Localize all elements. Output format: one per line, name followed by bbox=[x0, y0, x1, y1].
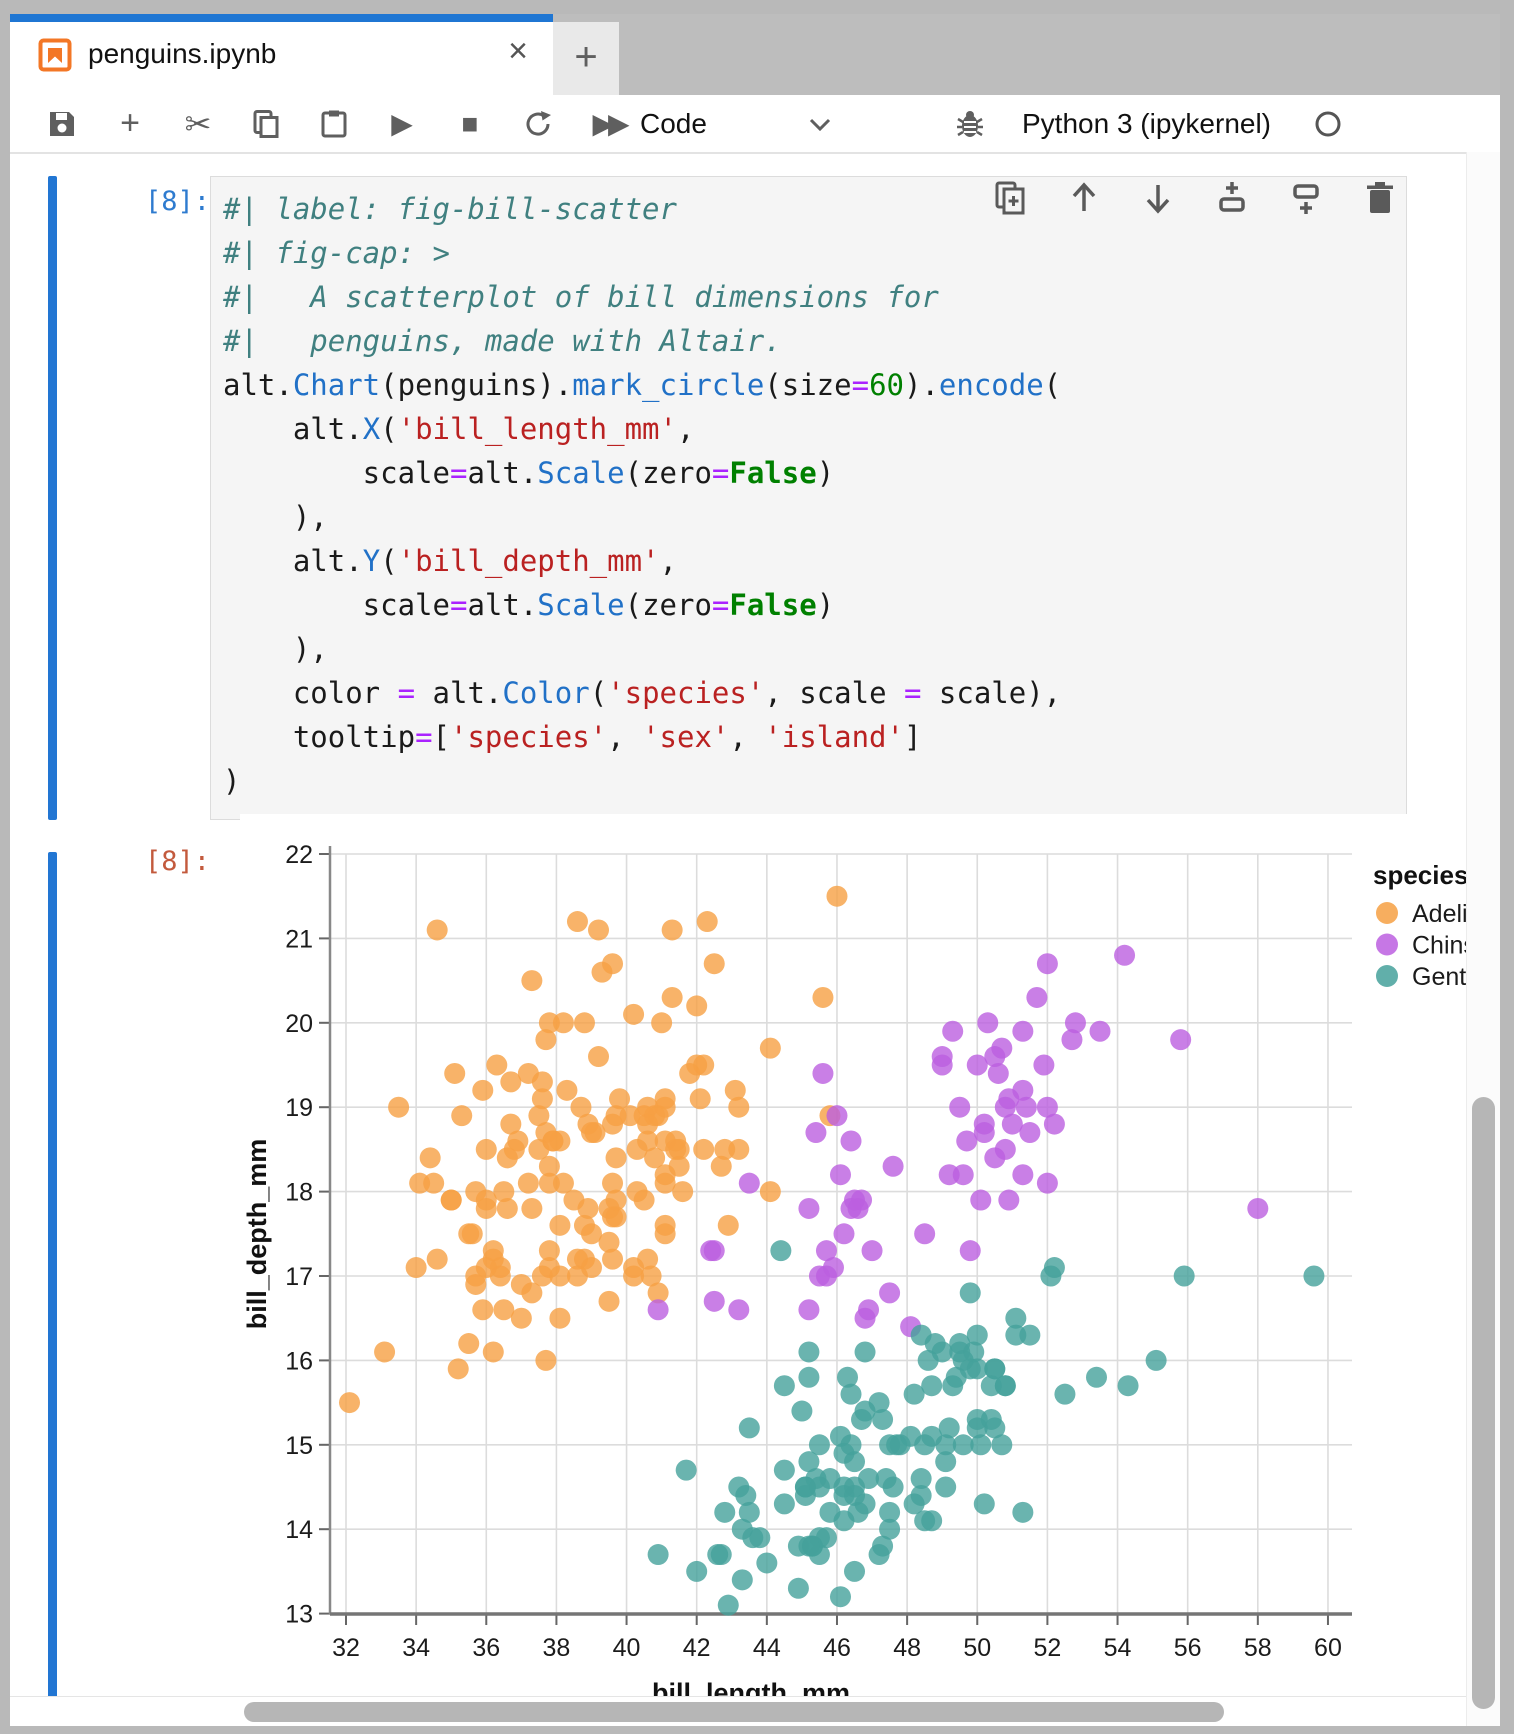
svg-text:17: 17 bbox=[285, 1263, 313, 1291]
svg-text:13: 13 bbox=[285, 1601, 313, 1629]
cut-icon[interactable]: ✂ bbox=[184, 105, 212, 142]
svg-text:19: 19 bbox=[285, 1094, 313, 1122]
tab-bar: penguins.ipynb × + bbox=[10, 14, 1500, 95]
duplicate-cell-icon[interactable] bbox=[992, 180, 1028, 216]
code-text: #| label: fig-bill-scatter #| fig-cap: > #… bbox=[223, 192, 1062, 798]
svg-text:58: 58 bbox=[1244, 1634, 1272, 1662]
svg-text:46: 46 bbox=[823, 1634, 851, 1662]
svg-text:34: 34 bbox=[402, 1634, 430, 1662]
stop-icon[interactable]: ■ bbox=[461, 107, 479, 139]
output-cell-collapser[interactable] bbox=[48, 852, 57, 1700]
svg-text:species: species bbox=[1373, 860, 1466, 890]
svg-text:52: 52 bbox=[1033, 1634, 1061, 1662]
notebook-toolbar: + ✂ ▶ ■ ▶▶ Code Python 3 (ipykernel) bbox=[10, 95, 1500, 154]
horizontal-scrollbar-thumb[interactable] bbox=[244, 1702, 1224, 1722]
scatter-chart[interactable]: 32 34 36 38 40 42 44 46 48 50 52 54 56 58 60 13 14 15 16 17… bbox=[240, 814, 1466, 1700]
svg-text:21: 21 bbox=[285, 925, 313, 953]
jupyterlab-window: penguins.ipynb × + + ✂ ▶ ■ ▶▶ Code Pytho… bbox=[10, 14, 1500, 1726]
move-down-icon[interactable] bbox=[1140, 180, 1176, 216]
svg-text:16: 16 bbox=[285, 1347, 313, 1375]
delete-cell-icon[interactable] bbox=[1362, 180, 1398, 216]
copy-icon[interactable] bbox=[246, 95, 286, 152]
code-cell-collapser[interactable] bbox=[48, 176, 57, 820]
dropdown-chevron-icon[interactable] bbox=[800, 95, 840, 152]
svg-text:14: 14 bbox=[285, 1516, 313, 1544]
svg-text:54: 54 bbox=[1104, 1634, 1132, 1662]
new-tab-button[interactable]: + bbox=[553, 22, 619, 95]
svg-text:Chinstrap: Chinstrap bbox=[1412, 932, 1466, 960]
restart-icon[interactable] bbox=[518, 95, 558, 152]
notebook-panel: [8]: #| label: fig-bill-scatter #| fig-ca… bbox=[10, 154, 1466, 1700]
save-icon[interactable] bbox=[42, 95, 82, 152]
run-icon[interactable]: ▶ bbox=[391, 108, 413, 139]
svg-text:42: 42 bbox=[683, 1634, 711, 1662]
svg-text:40: 40 bbox=[613, 1634, 641, 1662]
output-area: 32 34 36 38 40 42 44 46 48 50 52 54 56 58 60 13 14 15 16 17… bbox=[240, 814, 1466, 1700]
kernel-status-circle-icon[interactable] bbox=[1308, 95, 1348, 152]
svg-text:Gentoo: Gentoo bbox=[1412, 963, 1466, 991]
svg-text:bill_depth_mm: bill_depth_mm bbox=[242, 1139, 272, 1330]
svg-text:36: 36 bbox=[472, 1634, 500, 1662]
svg-text:56: 56 bbox=[1174, 1634, 1202, 1662]
insert-above-icon[interactable] bbox=[1214, 180, 1250, 216]
svg-text:44: 44 bbox=[753, 1634, 781, 1662]
svg-text:38: 38 bbox=[543, 1634, 571, 1662]
svg-text:60: 60 bbox=[1314, 1634, 1342, 1662]
add-cell-icon[interactable]: + bbox=[120, 104, 140, 142]
paste-icon[interactable] bbox=[314, 95, 354, 152]
horizontal-scrollbar[interactable] bbox=[10, 1696, 1466, 1726]
svg-text:20: 20 bbox=[285, 1010, 313, 1038]
svg-text:18: 18 bbox=[285, 1179, 313, 1207]
output-prompt: [8]: bbox=[144, 846, 210, 877]
svg-text:50: 50 bbox=[963, 1634, 991, 1662]
debugger-bug-icon[interactable] bbox=[950, 95, 990, 152]
svg-text:32: 32 bbox=[332, 1634, 360, 1662]
kernel-name[interactable]: Python 3 (ipykernel) bbox=[1022, 108, 1272, 139]
vertical-scrollbar-thumb[interactable] bbox=[1472, 1097, 1495, 1709]
vertical-scrollbar[interactable] bbox=[1466, 152, 1500, 1726]
svg-text:15: 15 bbox=[285, 1432, 313, 1460]
notebook-icon bbox=[38, 38, 72, 77]
svg-text:22: 22 bbox=[285, 841, 313, 869]
tab-title: penguins.ipynb bbox=[88, 38, 277, 69]
svg-text:bill_length_mm: bill_length_mm bbox=[652, 1678, 850, 1700]
cell-toolbar bbox=[992, 180, 1398, 216]
cell-type-select[interactable]: Code bbox=[640, 108, 707, 139]
svg-text:48: 48 bbox=[893, 1634, 921, 1662]
tab-close-icon[interactable]: × bbox=[508, 32, 528, 70]
insert-below-icon[interactable] bbox=[1288, 180, 1324, 216]
move-up-icon[interactable] bbox=[1066, 180, 1102, 216]
code-cell-editor[interactable]: #| label: fig-bill-scatter #| fig-cap: > #… bbox=[210, 176, 1407, 820]
active-tab-accent bbox=[10, 14, 553, 22]
input-prompt: [8]: bbox=[144, 186, 210, 217]
run-all-icon[interactable]: ▶▶ bbox=[592, 108, 629, 139]
tab-penguins-notebook[interactable]: penguins.ipynb × bbox=[10, 14, 553, 95]
svg-text:Adelie: Adelie bbox=[1412, 900, 1466, 928]
